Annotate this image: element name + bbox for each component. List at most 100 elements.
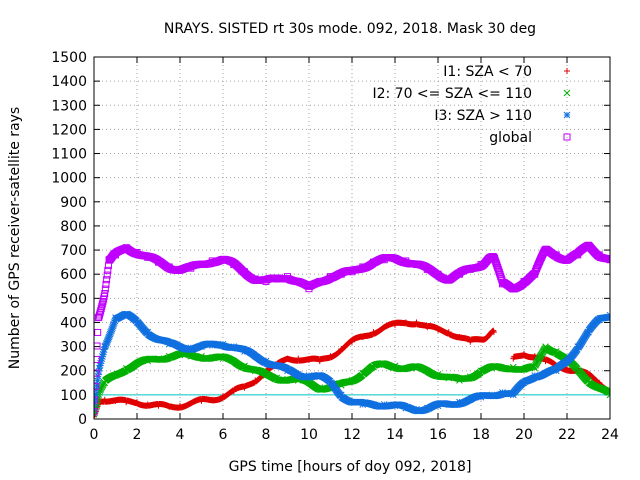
- y-tick-label: 1400: [51, 74, 87, 90]
- series-3-sample: [98, 355, 106, 363]
- series-4-sample: [94, 342, 101, 350]
- series-4-sample: [98, 300, 106, 308]
- series-3-sample: [103, 338, 111, 346]
- legend-label-4: global: [489, 130, 532, 146]
- y-axis-label: Number of GPS receiver-satellite rays: [7, 107, 23, 369]
- series-3-sample: [100, 348, 107, 356]
- series-3-sample: [109, 324, 116, 331]
- series-1-sample: [489, 328, 496, 335]
- series-3-sample: [96, 362, 104, 369]
- series-3-sample: [94, 377, 101, 385]
- series-3-sample: [104, 335, 112, 343]
- x-tick-label: 2: [133, 427, 142, 443]
- x-tick-label: 4: [176, 427, 185, 443]
- series-4-sample: [94, 369, 100, 377]
- y-tick-label: 1100: [51, 147, 87, 163]
- y-tick-label: 500: [60, 291, 87, 307]
- series-3-point: [96, 364, 103, 372]
- series-3-sample: [101, 342, 109, 350]
- series-3-sample: [606, 313, 610, 321]
- y-tick-label: 900: [60, 195, 87, 211]
- series-4-sample: [94, 356, 100, 364]
- legend-marker-4: [563, 133, 571, 141]
- series-3-sample: [105, 333, 113, 341]
- series-4-sample: [97, 305, 105, 313]
- series-4-sample: [492, 260, 500, 268]
- series-3-sample: [94, 395, 99, 402]
- grid: [94, 57, 610, 419]
- series-4-sample: [100, 292, 108, 300]
- y-tick-label: 1000: [51, 171, 87, 187]
- series-3-sample: [106, 332, 113, 339]
- series-4-sample: [495, 267, 503, 275]
- series-3-sample: [106, 330, 114, 338]
- x-axis-ticks: 0 2 4 6 8 10 12 14 16 18 20 22 24: [90, 57, 619, 443]
- series-3-sample: [94, 381, 101, 389]
- series-4-sample: [97, 307, 105, 315]
- series-4-sample: [94, 396, 99, 404]
- series-3: [94, 310, 610, 415]
- series-3-sample: [99, 350, 107, 358]
- legend-marker-1: [564, 68, 570, 74]
- series-3-sample: [107, 327, 115, 335]
- x-tick-label: 12: [343, 427, 361, 443]
- y-tick-label: 1200: [51, 122, 87, 138]
- series-4-sample: [94, 383, 99, 391]
- series-4-sample: [103, 276, 111, 284]
- series-4-sample: [94, 328, 102, 336]
- series-4-sample: [494, 265, 502, 273]
- plot-border: [93, 56, 611, 420]
- legend-label-1: I1: SZA < 70: [443, 64, 532, 80]
- series-4-sample: [494, 263, 502, 271]
- series-4: [94, 241, 610, 416]
- y-tick-label: 100: [60, 388, 87, 404]
- series-2-sample: [606, 389, 610, 396]
- series-4-sample: [98, 302, 106, 310]
- series-3-sample: [99, 353, 106, 360]
- chart-title: NRAYS. SISTED rt 30s mode. 092, 2018. Ma…: [164, 21, 536, 37]
- series-3-sample: [110, 319, 118, 326]
- x-tick-label: 20: [515, 427, 533, 443]
- y-tick-label: 700: [60, 243, 87, 259]
- y-tick-label: 400: [60, 315, 87, 331]
- y-tick-label: 1300: [51, 98, 87, 114]
- x-tick-label: 8: [262, 427, 271, 443]
- series-4-sample: [493, 261, 501, 269]
- series-4-sample: [492, 258, 500, 266]
- series-3-sample: [108, 325, 116, 333]
- legend-label-3: I3: SZA > 110: [434, 108, 532, 124]
- legend-marker-2: [563, 89, 571, 97]
- x-tick-label: 6: [219, 427, 228, 443]
- legend-marker-3: [563, 111, 571, 119]
- y-tick-label: 600: [60, 267, 87, 283]
- series-4-point: [94, 408, 98, 416]
- series-4-sample: [101, 285, 109, 293]
- y-tick-label: 1500: [51, 50, 87, 66]
- x-tick-label: 0: [90, 427, 99, 443]
- series-3-sample: [97, 357, 105, 365]
- series-4-sample: [491, 256, 499, 264]
- series-4-sample: [104, 266, 112, 274]
- x-tick-label: 14: [386, 427, 404, 443]
- y-tick-label: 300: [60, 340, 87, 356]
- series-3-sample: [97, 359, 104, 367]
- series-3-sample: [94, 390, 100, 398]
- series-3-sample: [104, 336, 112, 344]
- series-4-sample: [102, 280, 110, 288]
- series-4-sample: [489, 253, 497, 261]
- series-3-sample: [110, 320, 118, 328]
- y-tick-label: 0: [78, 412, 87, 428]
- x-tick-label: 16: [429, 427, 447, 443]
- x-axis-label: GPS time [hours of doy 092, 2018]: [229, 459, 472, 475]
- series-4-sample: [528, 272, 536, 280]
- plot-area: [94, 241, 610, 419]
- series-2-point: [94, 410, 98, 418]
- y-axis-ticks: 0 100 200 300 400 500 600 700 800 900 1000 1100 1200…: [51, 50, 610, 428]
- series-4-sample: [605, 255, 610, 263]
- series-4-sample: [96, 309, 104, 317]
- x-tick-label: 10: [300, 427, 318, 443]
- series-4-sample: [491, 254, 499, 262]
- legend-label-2: I2: 70 <= SZA <= 110: [372, 86, 532, 102]
- series-1-sample: [490, 327, 497, 334]
